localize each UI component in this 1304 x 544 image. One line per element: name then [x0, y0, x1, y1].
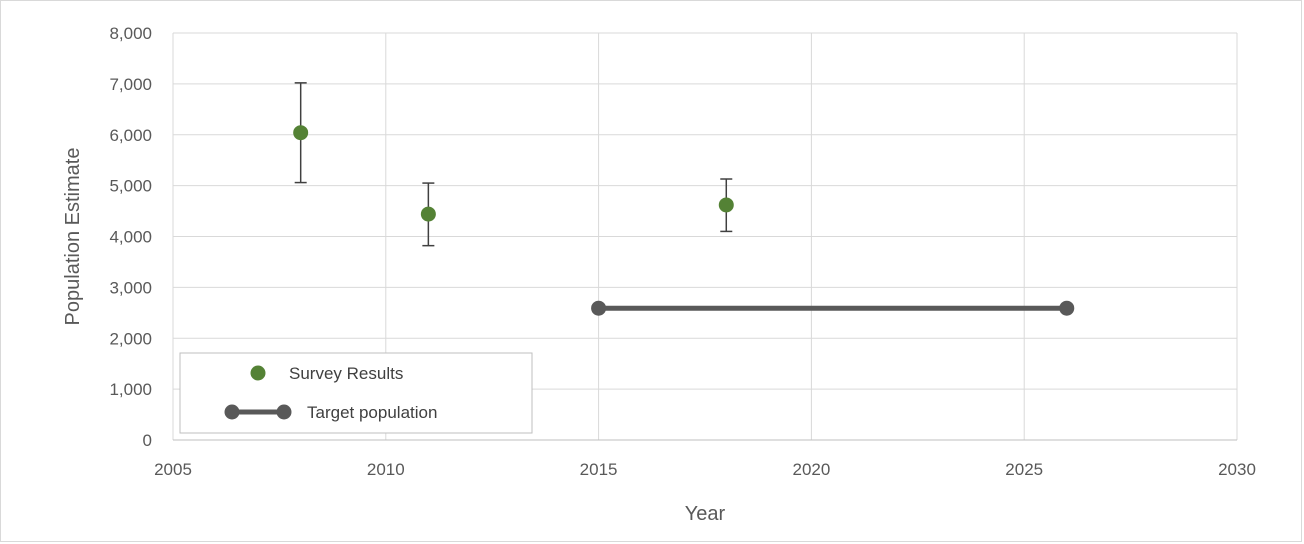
- x-tick-label: 2015: [580, 460, 618, 479]
- x-tick-label: 2025: [1005, 460, 1043, 479]
- legend-marker-target-end: [276, 404, 292, 420]
- x-tick-label: 2020: [792, 460, 830, 479]
- legend: Survey Results Target population: [179, 352, 533, 434]
- y-tick-label: 1,000: [109, 380, 152, 399]
- y-axis-title: Population Estimate: [62, 148, 84, 326]
- x-tick-label: 2010: [367, 460, 405, 479]
- y-tick-label: 6,000: [109, 126, 152, 145]
- survey-result-point: [718, 197, 734, 213]
- y-tick-label: 5,000: [109, 177, 152, 196]
- y-tick-labels: 0 1,000 2,000 3,000 4,000 5,000 6,000 7,000 8,00…: [109, 24, 152, 450]
- legend-label-target-population: Target population: [307, 403, 437, 422]
- x-tick-labels: 2005 2010 2015 2020 2025 2030: [154, 460, 1256, 479]
- x-tick-label: 2005: [154, 460, 192, 479]
- y-tick-label: 7,000: [109, 75, 152, 94]
- x-tick-label: 2030: [1218, 460, 1256, 479]
- survey-result-point: [420, 206, 436, 222]
- legend-marker-target-start: [224, 404, 240, 420]
- legend-box: [179, 352, 533, 434]
- target-population-point: [591, 300, 607, 316]
- y-tick-label: 0: [143, 431, 152, 450]
- series-layer: [293, 82, 1075, 316]
- y-tick-label: 8,000: [109, 24, 152, 43]
- target-population-point: [1059, 300, 1075, 316]
- legend-marker-survey-results: [250, 365, 266, 381]
- legend-label-survey-results: Survey Results: [289, 364, 403, 383]
- y-tick-label: 4,000: [109, 228, 152, 247]
- survey-result-point: [293, 125, 309, 141]
- y-tick-label: 3,000: [109, 278, 152, 297]
- x-axis-title: Year: [685, 503, 726, 525]
- y-tick-label: 2,000: [109, 329, 152, 348]
